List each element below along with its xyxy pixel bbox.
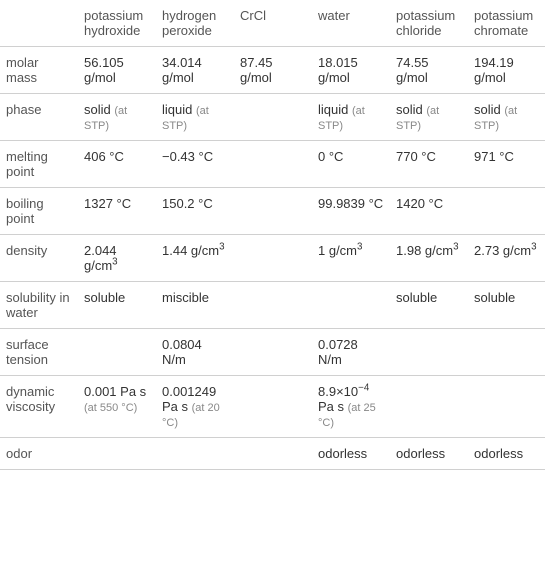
row-label: phase	[0, 94, 78, 141]
cell	[234, 329, 312, 376]
cell	[312, 282, 390, 329]
cell	[234, 376, 312, 438]
cell	[156, 438, 234, 470]
cell	[234, 235, 312, 282]
cell: 87.45 g/mol	[234, 47, 312, 94]
row-melting-point: melting point 406 °C −0.43 °C 0 °C 770 °…	[0, 141, 545, 188]
row-surface-tension: surface tension 0.0804 N/m 0.0728 N/m	[0, 329, 545, 376]
header-potassium-chloride: potassium chloride	[390, 0, 468, 47]
row-label: dynamic viscosity	[0, 376, 78, 438]
cell	[390, 329, 468, 376]
row-label: surface tension	[0, 329, 78, 376]
cell: 99.9839 °C	[312, 188, 390, 235]
cell: 2.73 g/cm3	[468, 235, 545, 282]
cell: 56.105 g/mol	[78, 47, 156, 94]
cell-note: (at 550 °C)	[84, 402, 137, 414]
header-potassium-chromate: potassium chromate	[468, 0, 545, 47]
cell: 34.014 g/mol	[156, 47, 234, 94]
cell: 0.001 Pa s (at 550 °C)	[78, 376, 156, 438]
row-phase: phase solid (at STP) liquid (at STP) liq…	[0, 94, 545, 141]
cell: soluble	[390, 282, 468, 329]
header-crcl: CrCl	[234, 0, 312, 47]
cell	[468, 329, 545, 376]
header-blank	[0, 0, 78, 47]
cell: liquid (at STP)	[156, 94, 234, 141]
cell: 1 g/cm3	[312, 235, 390, 282]
row-solubility: solubility in water soluble miscible sol…	[0, 282, 545, 329]
cell: 2.044 g/cm3	[78, 235, 156, 282]
cell-value: liquid	[162, 102, 192, 117]
cell	[234, 438, 312, 470]
cell: 0.001249 Pa s (at 20 °C)	[156, 376, 234, 438]
cell: solid (at STP)	[390, 94, 468, 141]
cell	[390, 376, 468, 438]
cell-value: solid	[84, 102, 111, 117]
properties-table: potassium hydroxide hydrogen peroxide Cr…	[0, 0, 545, 470]
cell: 971 °C	[468, 141, 545, 188]
cell: soluble	[468, 282, 545, 329]
cell	[234, 188, 312, 235]
cell: 18.015 g/mol	[312, 47, 390, 94]
cell: odorless	[312, 438, 390, 470]
cell: 8.9×10−4 Pa s (at 25 °C)	[312, 376, 390, 438]
cell: 1420 °C	[390, 188, 468, 235]
cell: 0.0728 N/m	[312, 329, 390, 376]
cell: liquid (at STP)	[312, 94, 390, 141]
row-label: boiling point	[0, 188, 78, 235]
cell-value: 0.001 Pa s	[84, 384, 146, 399]
cell: 0 °C	[312, 141, 390, 188]
row-odor: odor odorless odorless odorless	[0, 438, 545, 470]
cell	[234, 282, 312, 329]
cell	[234, 94, 312, 141]
row-density: density 2.044 g/cm3 1.44 g/cm3 1 g/cm3 1…	[0, 235, 545, 282]
cell-value: solid	[396, 102, 423, 117]
row-label: solubility in water	[0, 282, 78, 329]
cell	[468, 188, 545, 235]
cell: 1.44 g/cm3	[156, 235, 234, 282]
cell: 0.0804 N/m	[156, 329, 234, 376]
cell: −0.43 °C	[156, 141, 234, 188]
cell-value: solid	[474, 102, 501, 117]
cell: 1327 °C	[78, 188, 156, 235]
cell: soluble	[78, 282, 156, 329]
cell: solid (at STP)	[78, 94, 156, 141]
cell: miscible	[156, 282, 234, 329]
row-label: odor	[0, 438, 78, 470]
header-potassium-hydroxide: potassium hydroxide	[78, 0, 156, 47]
cell: 194.19 g/mol	[468, 47, 545, 94]
cell: solid (at STP)	[468, 94, 545, 141]
row-label: density	[0, 235, 78, 282]
cell: odorless	[390, 438, 468, 470]
cell: 1.98 g/cm3	[390, 235, 468, 282]
row-label: melting point	[0, 141, 78, 188]
cell	[78, 329, 156, 376]
cell-value: liquid	[318, 102, 348, 117]
cell	[78, 438, 156, 470]
cell: 770 °C	[390, 141, 468, 188]
row-dynamic-viscosity: dynamic viscosity 0.001 Pa s (at 550 °C)…	[0, 376, 545, 438]
header-row: potassium hydroxide hydrogen peroxide Cr…	[0, 0, 545, 47]
row-molar-mass: molar mass 56.105 g/mol 34.014 g/mol 87.…	[0, 47, 545, 94]
cell: 406 °C	[78, 141, 156, 188]
header-hydrogen-peroxide: hydrogen peroxide	[156, 0, 234, 47]
row-boiling-point: boiling point 1327 °C 150.2 °C 99.9839 °…	[0, 188, 545, 235]
cell: 150.2 °C	[156, 188, 234, 235]
cell: odorless	[468, 438, 545, 470]
row-label: molar mass	[0, 47, 78, 94]
header-water: water	[312, 0, 390, 47]
cell	[468, 376, 545, 438]
cell	[234, 141, 312, 188]
cell: 74.55 g/mol	[390, 47, 468, 94]
